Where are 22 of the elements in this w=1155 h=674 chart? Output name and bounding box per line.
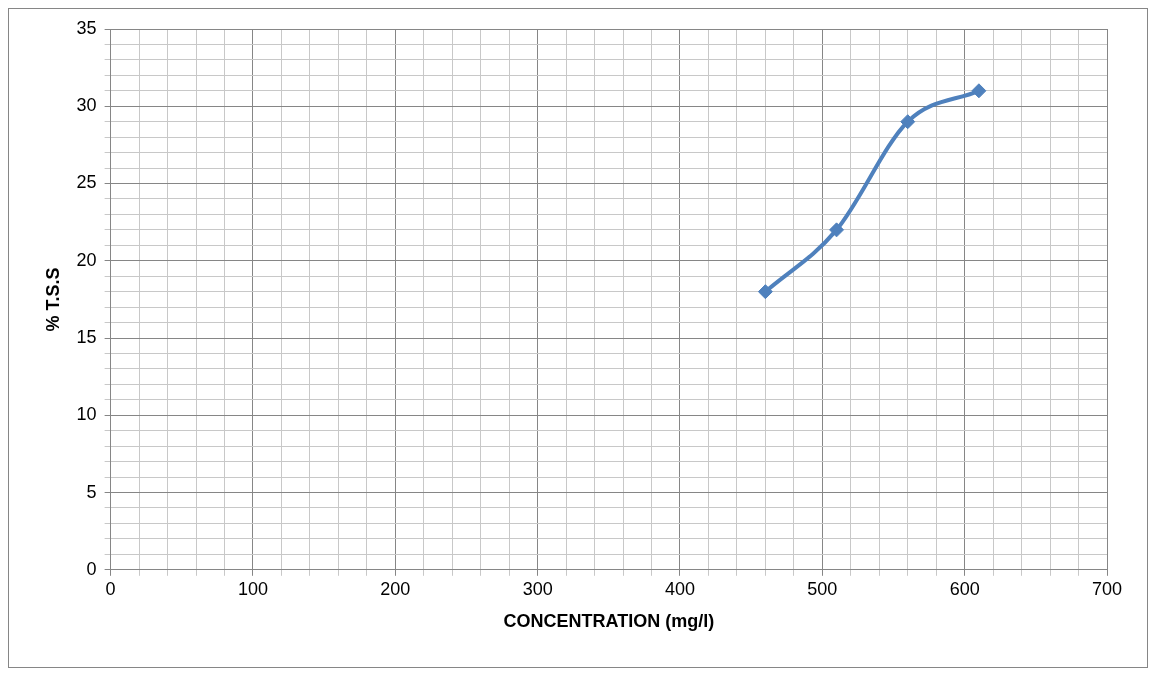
point	[971, 83, 987, 99]
y-tick-label: 20	[76, 249, 97, 270]
y-tick-label: 5	[86, 481, 97, 502]
x-tick-label: 500	[807, 578, 838, 599]
x-tick-label: 300	[522, 578, 553, 599]
y-axis-title: % T.S.S	[42, 267, 63, 332]
x-tick-label: 100	[237, 578, 268, 599]
y-tick-label: 15	[76, 327, 97, 347]
point	[757, 284, 773, 300]
x-tick-label: 0	[105, 578, 116, 599]
y-tick-label: 30	[76, 95, 97, 116]
y-tick-label: 10	[76, 404, 97, 425]
x-tick-label: 400	[664, 578, 695, 599]
x-tick-label: 600	[949, 578, 980, 599]
y-tick-label: 35	[76, 17, 97, 38]
x-tick-label: 200	[380, 578, 411, 599]
x-axis-title: CONCENTRATION (mg/l)	[503, 611, 715, 632]
point	[829, 222, 845, 238]
point	[900, 114, 916, 130]
x-tick-label: 700	[1091, 578, 1123, 599]
y-tick-label: 25	[76, 172, 97, 193]
y-tick-label: 0	[86, 558, 97, 579]
